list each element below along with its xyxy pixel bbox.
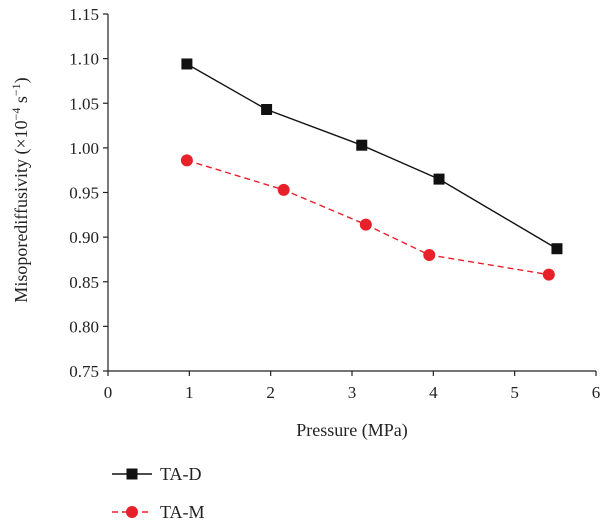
legend-marker (126, 468, 138, 480)
y-tick-label: 1.00 (69, 139, 99, 158)
legend-item-ta-d: TA-D (112, 464, 202, 484)
data-point (261, 103, 273, 115)
data-point (433, 173, 445, 185)
series-ta-m (180, 154, 555, 281)
data-point (356, 139, 368, 151)
axes: 0.75 0.80 0.85 0.90 0.95 1.00 1.05 1.10 1.15 0 1 2… (69, 5, 600, 402)
x-tick-label: 4 (429, 383, 438, 402)
x-ticks: 0 1 2 3 4 5 6 (104, 371, 600, 402)
series-ta-d (181, 58, 563, 255)
legend-label: TA-M (160, 502, 205, 522)
data-point (359, 218, 372, 231)
data-point (551, 243, 563, 255)
y-ticks: 0.75 0.80 0.85 0.90 0.95 1.00 1.05 1.10 1.15 (69, 5, 108, 381)
y-tick-label: 0.80 (69, 317, 99, 336)
y-tick-label: 1.05 (69, 94, 99, 113)
y-tick-label: 0.85 (69, 273, 99, 292)
x-tick-label: 2 (266, 383, 275, 402)
legend-marker (126, 506, 138, 518)
x-tick-label: 0 (104, 383, 113, 402)
x-tick-label: 3 (348, 383, 357, 402)
y-tick-label: 0.75 (69, 362, 99, 381)
series-line (186, 159, 549, 276)
data-point (423, 248, 436, 261)
series-line (186, 63, 558, 250)
legend: TA-D TA-M (112, 464, 205, 522)
y-tick-label: 1.15 (69, 5, 99, 24)
x-tick-label: 6 (592, 383, 600, 402)
x-tick-label: 5 (510, 383, 519, 402)
y-tick-label: 0.90 (69, 228, 99, 247)
data-point (542, 268, 555, 281)
x-axis-title: Pressure (MPa) (296, 420, 407, 441)
legend-item-ta-m: TA-M (112, 502, 205, 522)
y-tick-label: 1.10 (69, 50, 99, 69)
y-tick-label: 0.95 (69, 184, 99, 203)
legend-label: TA-D (160, 464, 202, 484)
data-point (277, 183, 290, 196)
series-layer (180, 58, 563, 281)
data-point (180, 154, 193, 167)
y-axis-title: Misoporediffusivity (×10−4 s−1) (9, 77, 32, 302)
x-tick-label: 1 (185, 383, 194, 402)
data-point (181, 58, 193, 70)
